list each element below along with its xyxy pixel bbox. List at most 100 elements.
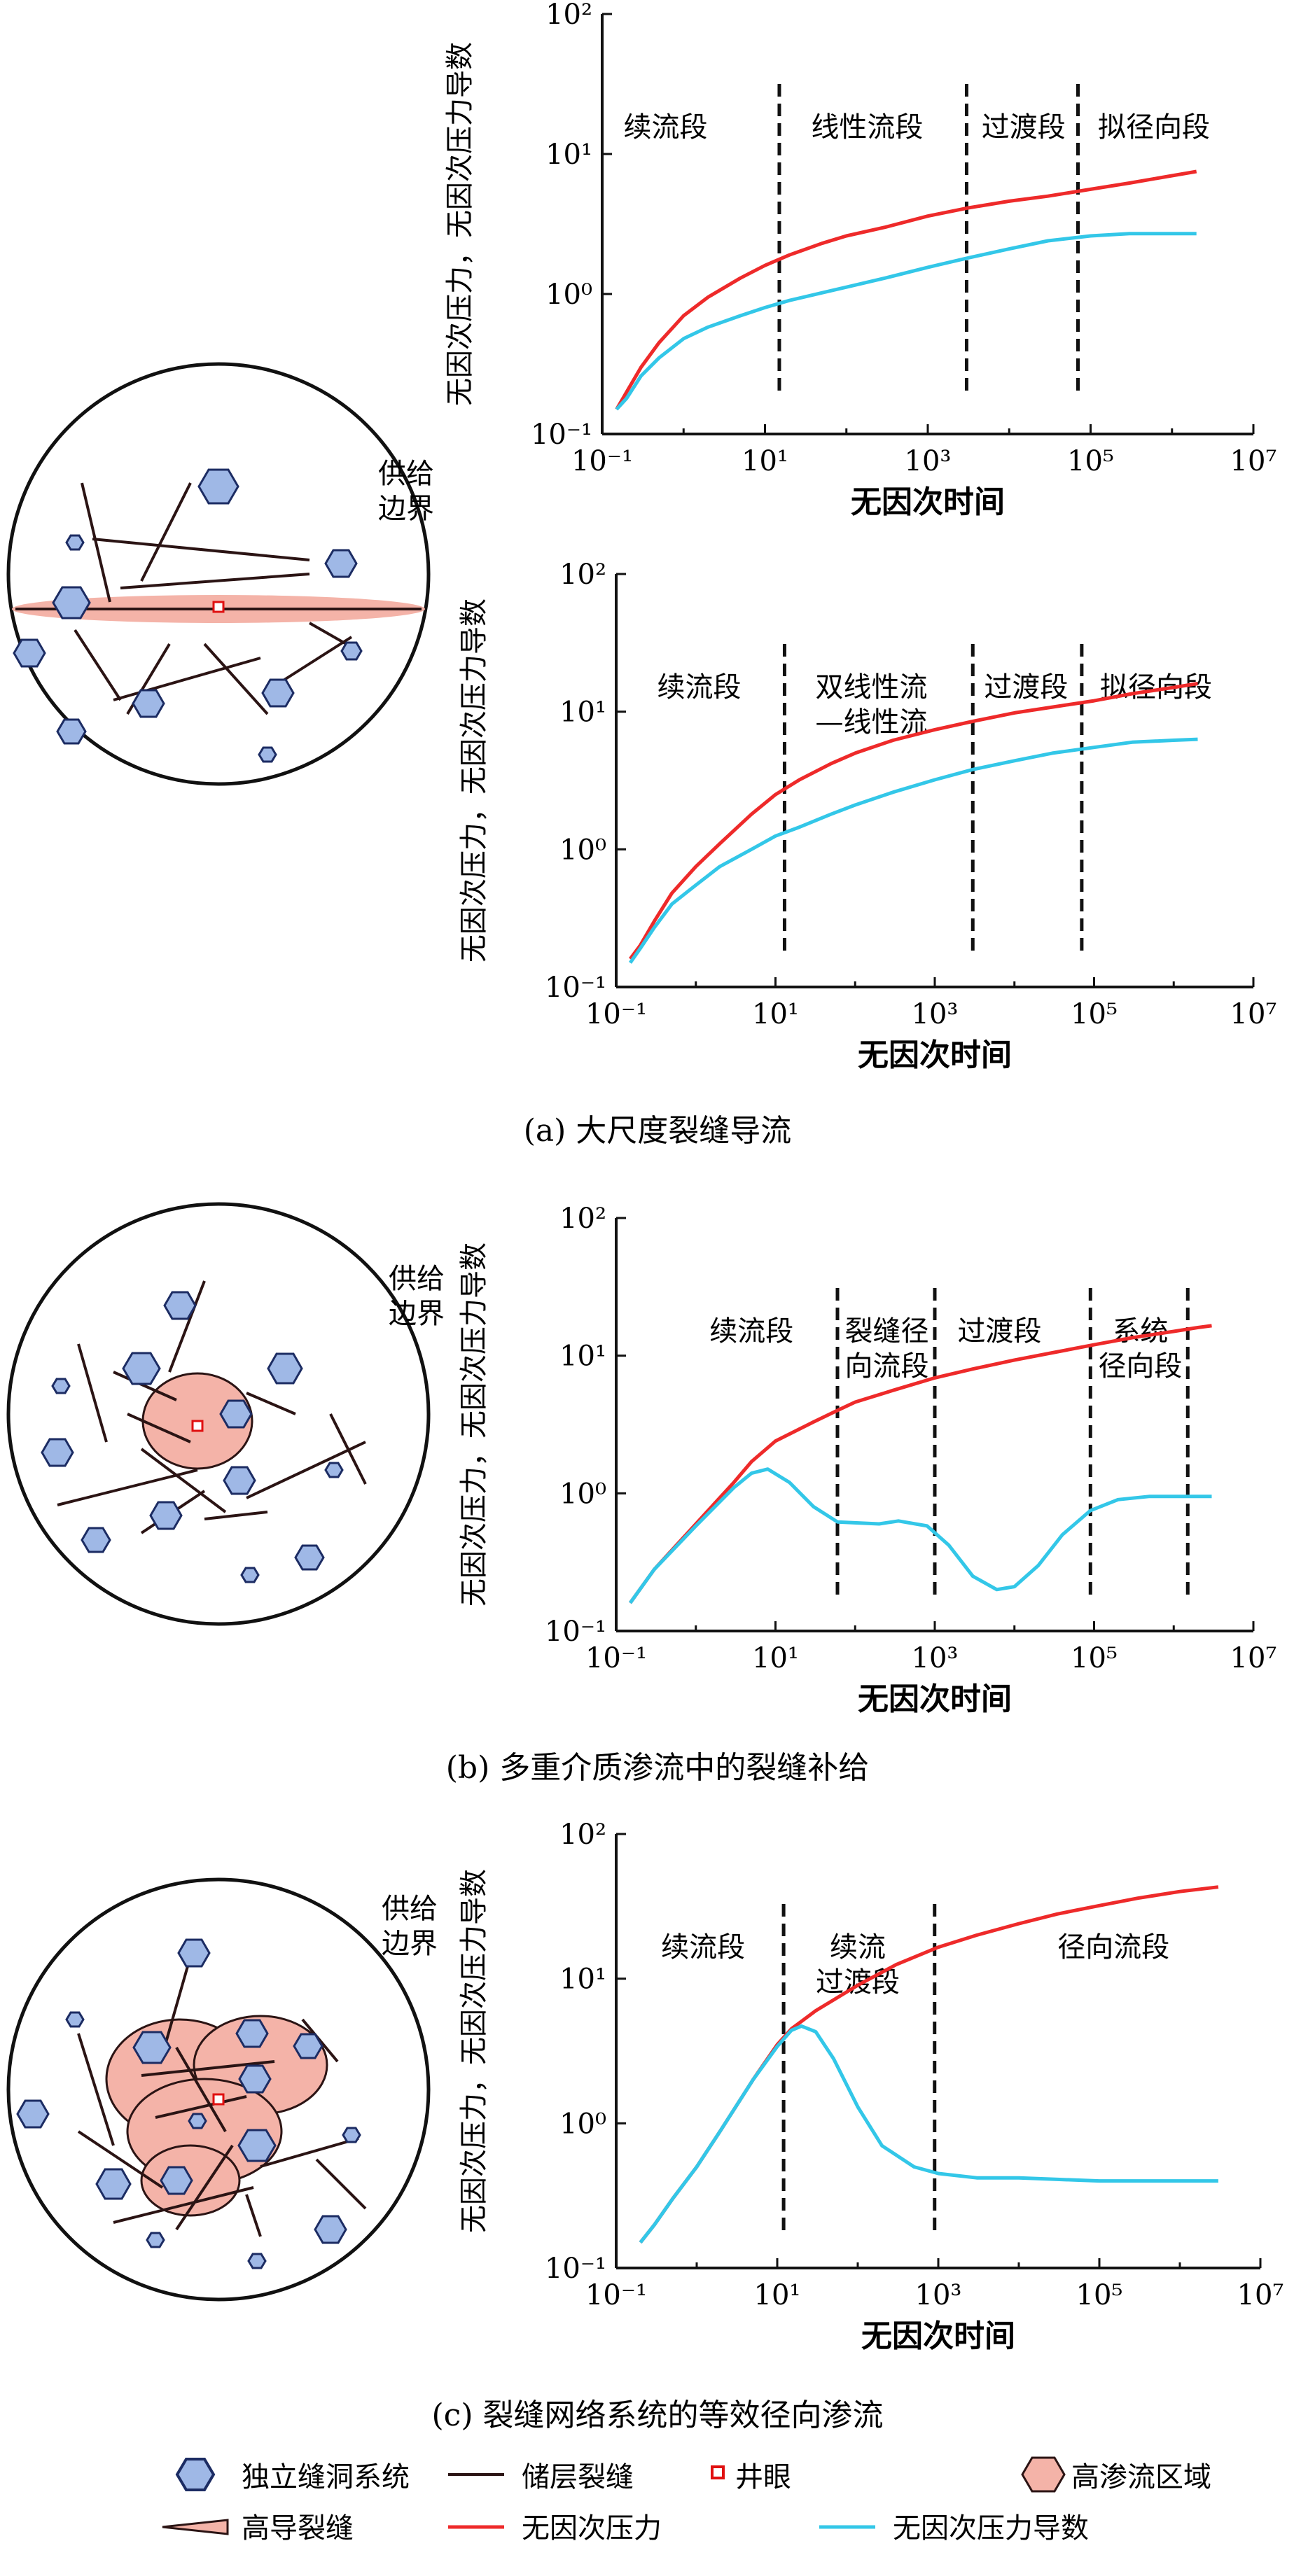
y-tick-label: 10² bbox=[559, 559, 606, 591]
fracture-line bbox=[92, 538, 310, 561]
derivative-series-line bbox=[615, 232, 1197, 411]
schematic-network bbox=[6, 1877, 431, 2302]
derivative-series-line bbox=[628, 737, 1198, 964]
x-tick-label: 10⁻¹ bbox=[585, 1642, 647, 1674]
vug-hexagon bbox=[132, 689, 165, 718]
y-axis-title: 无因次压力，无因次压力导数 bbox=[458, 598, 490, 962]
y-tick-label: 10⁰ bbox=[559, 834, 606, 866]
x-tick-label: 10⁷ bbox=[1230, 445, 1277, 477]
y-tick-label: 10⁻¹ bbox=[545, 972, 606, 1004]
fracture-line bbox=[113, 2186, 254, 2224]
vug-hexagon bbox=[13, 638, 46, 668]
pressure-series-line bbox=[628, 682, 1198, 960]
segment-label: —线性流 bbox=[815, 706, 927, 738]
x-tick-label: 10⁻¹ bbox=[585, 2279, 647, 2311]
well-marker bbox=[191, 1420, 204, 1432]
vug-hexagon bbox=[293, 2033, 323, 2059]
vug-hexagon bbox=[197, 468, 239, 505]
vug-hexagon bbox=[247, 2253, 267, 2269]
fracture-set bbox=[74, 482, 359, 715]
fracture-line bbox=[246, 1441, 366, 1499]
x-axis-title: 无因次时间 bbox=[851, 484, 1005, 520]
vug-hexagon bbox=[342, 2127, 361, 2143]
vug-hexagon bbox=[219, 1399, 253, 1429]
segment-label: 系统 bbox=[1112, 1315, 1168, 1348]
legend: 独立缝洞系统 储层裂缝 井眼 高渗流区域 高导裂缝 无因次压力 无因次压力导数 bbox=[162, 2456, 1211, 2544]
schematic-large-fracture bbox=[6, 362, 431, 786]
region-legend-icon bbox=[1021, 2456, 1066, 2493]
x-axis-title: 无因次时间 bbox=[858, 1037, 1012, 1073]
fracture-line bbox=[57, 1469, 198, 1506]
y-tick-label: 10² bbox=[559, 1819, 606, 1851]
fracture-line bbox=[74, 629, 122, 701]
vug-hexagon bbox=[146, 2232, 165, 2248]
fracture-line bbox=[260, 2137, 359, 2168]
y-tick-label: 10⁰ bbox=[559, 1478, 606, 1510]
vug-hexagon bbox=[65, 2011, 85, 2028]
vug-legend-icon bbox=[175, 2458, 216, 2491]
x-tick-label: 10⁵ bbox=[1071, 998, 1118, 1030]
vug-hexagon bbox=[237, 2129, 277, 2162]
vug-hexagon bbox=[188, 2113, 207, 2129]
fracture-line bbox=[175, 2046, 227, 2133]
segment-label: 向流段 bbox=[845, 1350, 929, 1382]
fracture-line bbox=[77, 1343, 108, 1443]
vug-hexagon bbox=[238, 2064, 272, 2094]
x-tick-label: 10³ bbox=[905, 445, 952, 477]
panel-c: 供给 边界 10⁻¹ 10¹ 10³ 10⁵ 10⁷ 10² 10¹ 10⁰ 10⁻¹ 无因次时间… bbox=[6, 1819, 1283, 2433]
y-tick-label: 10¹ bbox=[559, 1963, 606, 1996]
vug-hexagon bbox=[261, 678, 295, 708]
segment-label: 过渡段 bbox=[957, 1315, 1041, 1348]
y-tick-label: 10¹ bbox=[559, 1340, 606, 1373]
fracture-line bbox=[168, 1280, 206, 1373]
fracture-line bbox=[77, 2130, 164, 2189]
vug-hexagon bbox=[56, 718, 87, 745]
fracture-line bbox=[175, 2144, 234, 2231]
x-axis-title: 无因次时间 bbox=[861, 2318, 1015, 2354]
x-tick-label: 10³ bbox=[912, 998, 959, 1030]
x-tick-label: 10¹ bbox=[754, 2279, 801, 2311]
vug-hexagon bbox=[314, 2215, 347, 2244]
caption-b: (b) 多重介质渗流中的裂缝补给 bbox=[446, 1750, 869, 1786]
vug-hexagon bbox=[81, 1527, 111, 1553]
pressure-series-line bbox=[615, 169, 1197, 411]
fracture-line bbox=[315, 2158, 367, 2210]
x-tick-label: 10³ bbox=[915, 2279, 962, 2311]
schematic-multi-media bbox=[6, 1202, 431, 1626]
supply-boundary-circle bbox=[6, 362, 431, 786]
vug-hexagon bbox=[177, 1938, 211, 1968]
segment-label: 续流 bbox=[830, 1931, 886, 1963]
vug-hexagon bbox=[258, 746, 277, 763]
vug-hexagon bbox=[132, 2031, 172, 2064]
fracture-line bbox=[120, 573, 310, 589]
vug-hexagon bbox=[16, 2099, 50, 2129]
fracture-line bbox=[141, 2060, 275, 2077]
segment-label: 续流段 bbox=[623, 111, 707, 144]
legend-pressure-label: 无因次压力 bbox=[522, 2512, 662, 2544]
panel-b: 供给 边界 10⁻¹ 10¹ 10³ 10⁵ 10⁷ 10² 10¹ 10⁰ 10⁻¹ 无因次时间… bbox=[6, 1202, 1276, 1786]
chart-b: 10⁻¹ 10¹ 10³ 10⁵ 10⁷ 10² 10¹ 10⁰ 10⁻¹ 无因次时间 无因次压力，… bbox=[458, 1203, 1276, 1717]
fracture-line bbox=[246, 1392, 296, 1415]
fracture-set bbox=[77, 1956, 367, 2237]
segment-label: 双线性流 bbox=[815, 671, 927, 704]
legend-derivative-label: 无因次压力导数 bbox=[893, 2512, 1089, 2544]
vug-hexagon bbox=[324, 549, 358, 578]
derivative-series-line bbox=[639, 2024, 1218, 2244]
vug-hexagon bbox=[149, 1501, 183, 1530]
fracture-line bbox=[155, 2095, 247, 2119]
vug-hexagon bbox=[95, 2168, 132, 2200]
x-tick-label: 10³ bbox=[912, 1642, 959, 1674]
segment-label: 过渡段 bbox=[984, 671, 1068, 704]
legend-well-label: 井眼 bbox=[735, 2461, 791, 2493]
vug-hexagon bbox=[340, 641, 363, 661]
caption-c: (c) 裂缝网络系统的等效径向渗流 bbox=[432, 2398, 884, 2433]
vug-set bbox=[16, 1938, 361, 2269]
vug-hexagon bbox=[163, 1291, 197, 1320]
well-marker bbox=[212, 601, 225, 613]
x-axis-title: 无因次时间 bbox=[858, 1681, 1012, 1717]
caption-a: (a) 大尺度裂缝导流 bbox=[524, 1113, 792, 1149]
chart-a-2: 10⁻¹ 10¹ 10³ 10⁵ 10⁷ 10² 10¹ 10⁰ 10⁻¹ 无因次时间 无因次压力，… bbox=[458, 559, 1276, 1073]
x-tick-label: 10¹ bbox=[742, 445, 788, 477]
vug-hexagon bbox=[223, 1466, 256, 1495]
